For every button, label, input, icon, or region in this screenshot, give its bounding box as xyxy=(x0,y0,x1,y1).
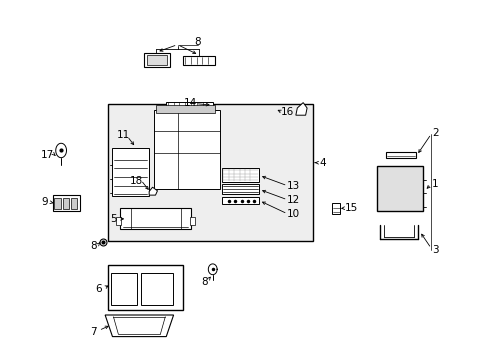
Bar xyxy=(112,148,149,196)
Text: 14: 14 xyxy=(183,98,197,108)
Bar xyxy=(154,110,220,189)
Text: 1: 1 xyxy=(431,179,438,189)
Bar xyxy=(376,166,422,211)
Bar xyxy=(183,56,215,65)
Polygon shape xyxy=(105,315,173,337)
Bar xyxy=(222,168,259,182)
Text: 7: 7 xyxy=(90,327,97,337)
Text: 2: 2 xyxy=(431,128,438,138)
Text: 13: 13 xyxy=(286,181,300,191)
Text: 8: 8 xyxy=(194,37,201,48)
Polygon shape xyxy=(149,187,157,195)
Bar xyxy=(222,184,259,194)
Text: 17: 17 xyxy=(41,150,55,160)
Bar xyxy=(54,198,61,209)
Text: 6: 6 xyxy=(95,284,102,294)
Text: 9: 9 xyxy=(41,197,48,207)
Bar xyxy=(116,217,121,225)
Bar xyxy=(222,197,259,204)
Bar xyxy=(120,208,190,229)
Bar xyxy=(107,265,183,310)
Bar xyxy=(107,104,312,241)
Bar xyxy=(156,105,215,113)
Text: 8: 8 xyxy=(201,276,207,287)
Polygon shape xyxy=(56,143,66,158)
Bar xyxy=(53,195,80,211)
Bar xyxy=(331,203,340,214)
Polygon shape xyxy=(295,103,306,115)
Text: 12: 12 xyxy=(286,195,300,205)
Bar xyxy=(144,53,169,67)
Text: 16: 16 xyxy=(280,107,294,117)
Bar xyxy=(190,217,194,225)
Text: 15: 15 xyxy=(344,203,357,213)
Text: 5: 5 xyxy=(110,214,117,224)
Polygon shape xyxy=(208,264,217,275)
Bar xyxy=(141,273,172,305)
Text: 4: 4 xyxy=(319,158,325,168)
Text: 3: 3 xyxy=(431,245,438,255)
Text: 10: 10 xyxy=(286,209,299,219)
Bar xyxy=(166,102,212,108)
Bar xyxy=(71,198,77,209)
Bar xyxy=(386,152,415,158)
Text: 11: 11 xyxy=(116,130,130,140)
Bar xyxy=(62,198,69,209)
Bar xyxy=(146,55,167,65)
Text: 8: 8 xyxy=(90,240,97,251)
Bar xyxy=(111,273,137,305)
Text: 18: 18 xyxy=(129,176,142,186)
